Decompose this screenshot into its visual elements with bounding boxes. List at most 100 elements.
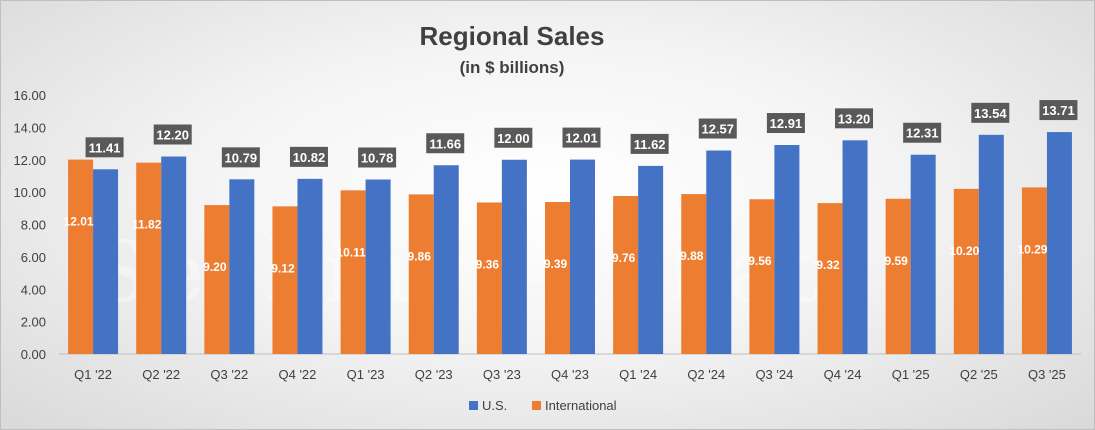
y-tick-label: 4.00	[21, 282, 46, 297]
data-label-us: 10.82	[293, 150, 326, 165]
data-label-us: 12.01	[565, 131, 598, 146]
y-tick-label: 12.00	[13, 153, 46, 168]
data-label-international: 9.86	[408, 249, 432, 263]
data-label-box-us	[766, 113, 805, 134]
bar-international	[1021, 187, 1047, 354]
x-tick-label: Q1 '23	[347, 367, 385, 382]
x-tick-label: Q3 '23	[483, 367, 521, 382]
data-label-us: 12.91	[770, 116, 803, 131]
bar-international	[204, 205, 230, 354]
x-tick-label: Q4 '22	[279, 367, 317, 382]
x-tick-label: Q2 '22	[142, 367, 180, 382]
bars-layer	[68, 132, 1072, 354]
data-label-international: 10.20	[949, 244, 979, 258]
bar-us	[161, 156, 187, 354]
bar-us	[978, 134, 1004, 354]
data-label-international: 9.59	[884, 254, 908, 268]
legend-swatch	[532, 401, 541, 410]
data-label-international: 9.56	[748, 254, 772, 268]
data-label-us: 11.66	[429, 136, 461, 151]
data-label-box-us	[1039, 100, 1078, 121]
bar-us	[910, 154, 936, 354]
data-label-us: 13.71	[1042, 103, 1075, 118]
data-label-us: 12.57	[701, 122, 734, 137]
data-label-international: 10.29	[1017, 242, 1047, 256]
data-label-box-us	[358, 147, 397, 168]
legend-label: International	[545, 398, 617, 413]
x-tick-label: Q1 '24	[619, 367, 657, 382]
bar-us	[93, 169, 119, 354]
x-tick-label: Q3 '22	[210, 367, 248, 382]
data-label-us: 13.54	[974, 106, 1007, 121]
bar-international	[340, 190, 366, 354]
x-tick-label: Q4 '24	[824, 367, 862, 382]
bar-international	[68, 159, 94, 354]
data-label-box-us	[426, 133, 465, 154]
x-tick-label: Q3 '24	[755, 367, 793, 382]
x-tick-label: Q3 '25	[1028, 367, 1066, 382]
legend-label: U.S.	[482, 398, 507, 413]
bar-international	[749, 199, 775, 354]
y-tick-label: 10.00	[13, 185, 46, 200]
x-tick-label: Q2 '23	[415, 367, 453, 382]
data-label-box-us	[903, 122, 942, 143]
bar-international	[545, 201, 570, 354]
bar-international	[408, 194, 434, 354]
bar-us	[706, 150, 732, 354]
data-label-us: 10.78	[361, 150, 394, 165]
bar-international	[136, 162, 162, 354]
data-label-box-us	[221, 147, 260, 168]
data-label-us: 12.00	[497, 131, 530, 146]
data-label-international: 9.39	[544, 257, 568, 271]
data-label-international: 9.88	[680, 249, 704, 263]
y-tick-label: 2.00	[21, 315, 46, 330]
data-label-us: 10.79	[225, 150, 258, 165]
data-label-us: 12.31	[906, 126, 939, 141]
data-label-us: 11.41	[89, 140, 121, 155]
bar-international	[613, 196, 639, 354]
y-tick-label: 14.00	[13, 120, 46, 135]
data-label-international: 12.01	[64, 215, 94, 229]
legend-swatch	[469, 401, 478, 410]
bar-us	[229, 179, 255, 354]
x-tick-label: Q4 '23	[551, 367, 589, 382]
x-tick-label: Q2 '25	[960, 367, 998, 382]
bar-us	[774, 145, 800, 354]
bar-international	[476, 202, 502, 354]
x-tick-label: Q1 '25	[892, 367, 930, 382]
data-label-international: 9.32	[816, 258, 840, 272]
bar-international	[953, 188, 979, 354]
bar-us	[501, 159, 527, 354]
data-label-us: 12.20	[156, 128, 189, 143]
data-label-us: 11.62	[634, 137, 666, 152]
data-label-international: 11.82	[132, 218, 162, 232]
bar-us	[365, 179, 391, 354]
data-label-box-us	[494, 127, 533, 148]
bar-us	[297, 178, 323, 354]
data-label-box-us	[153, 124, 192, 145]
data-label-international: 9.36	[476, 257, 500, 271]
data-label-box-us	[698, 118, 737, 139]
chart-title: Regional Sales	[420, 21, 605, 51]
x-tick-label: Q1 '22	[74, 367, 112, 382]
data-label-us: 13.20	[838, 111, 871, 126]
data-label-box-us	[562, 127, 601, 148]
data-label-box-us	[835, 108, 874, 129]
data-labels-layer: 12.01 11.41 11.82 12.20 9.20 10.79 9.12 10.82 10…	[64, 100, 1078, 275]
data-label-international: 9.76	[612, 251, 636, 265]
bar-us	[1046, 132, 1072, 354]
data-label-international: 10.11	[336, 245, 366, 259]
data-label-international: 9.20	[203, 260, 227, 274]
y-tick-label: 16.00	[13, 88, 46, 103]
bar-international	[681, 194, 707, 354]
bar-us	[842, 140, 868, 354]
chart-subtitle: (in $ billions)	[460, 58, 565, 77]
bar-international	[817, 203, 843, 354]
bar-us	[433, 165, 459, 354]
y-tick-label: 6.00	[21, 250, 46, 265]
data-label-box-us	[630, 133, 669, 154]
legend[interactable]: U.S. International	[469, 398, 617, 413]
y-tick-label: 8.00	[21, 218, 46, 233]
